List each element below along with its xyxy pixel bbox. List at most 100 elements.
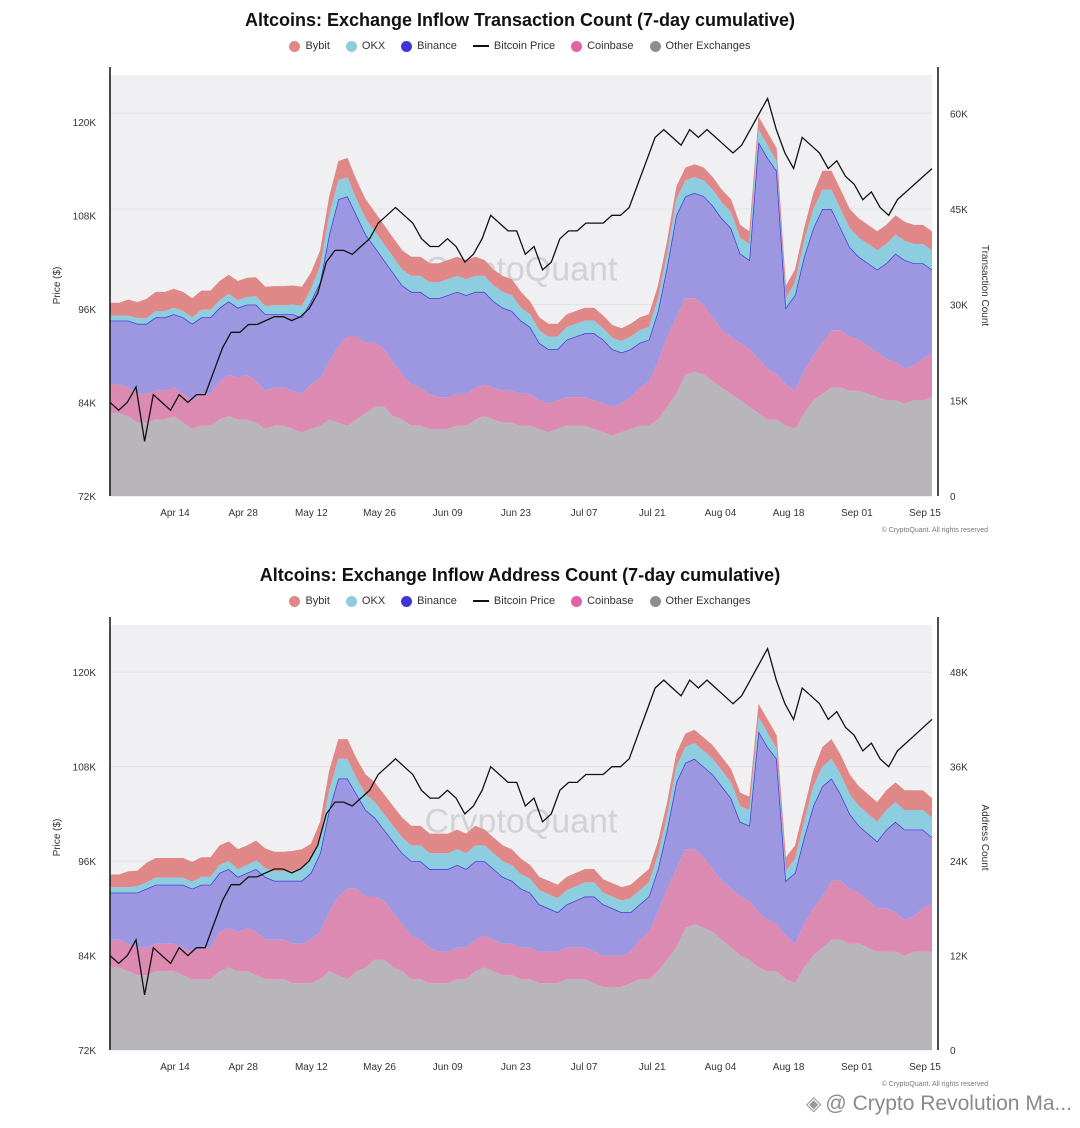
right-tick-label: 30K: [950, 301, 968, 312]
copyright-credit: © CryptoQuant. All rights reserved: [882, 526, 988, 534]
chart-panel-transaction-count: Altcoins: Exchange Inflow Transaction Co…: [0, 0, 1080, 545]
legend-label: Coinbase: [587, 40, 634, 52]
left-tick-label: 84K: [78, 952, 96, 963]
x-tick-label: Aug 18: [773, 1062, 805, 1073]
x-tick-label: Aug 04: [705, 1062, 737, 1073]
legend-item-okx[interactable]: OKX: [345, 595, 386, 607]
legend-label: OKX: [361, 40, 386, 52]
x-tick-label: Sep 15: [909, 508, 941, 519]
left-tick-label: 96K: [78, 305, 96, 316]
x-tick-label: Apr 28: [228, 1062, 258, 1073]
x-tick-label: Aug 18: [773, 508, 805, 519]
x-tick-label: Jun 09: [433, 508, 463, 519]
left-tick-label: 120K: [73, 118, 97, 129]
legend-label: Bybit: [305, 595, 330, 607]
legend-label: Other Exchanges: [665, 40, 751, 52]
right-tick-label: 48K: [950, 668, 968, 679]
x-tick-label: Jul 07: [571, 508, 598, 519]
chart-title: Altcoins: Exchange Inflow Transaction Co…: [244, 10, 796, 30]
x-tick-label: Jun 23: [501, 1062, 531, 1073]
left-tick-label: 72K: [78, 1046, 96, 1057]
area-bybit: [110, 116, 932, 341]
right-tick-label: 45K: [950, 205, 968, 216]
left-axis-title: Price ($): [52, 819, 63, 857]
x-tick-label: Jul 21: [639, 508, 666, 519]
left-tick-label: 72K: [78, 492, 96, 503]
legend-item-bybit[interactable]: Bybit: [289, 595, 330, 607]
copyright-credit: © CryptoQuant. All rights reserved: [882, 1080, 988, 1088]
legend-swatch: [571, 40, 583, 52]
legend-label: Bybit: [305, 40, 330, 52]
legend-item-bitcoin-price[interactable]: Bitcoin Price: [472, 40, 556, 52]
legend-label: OKX: [361, 595, 386, 607]
legend-swatch: [345, 40, 357, 52]
legend-label: Other Exchanges: [665, 595, 751, 607]
area-coinbase: [110, 849, 932, 987]
left-tick-label: 108K: [73, 211, 97, 222]
legend-item-okx[interactable]: OKX: [345, 40, 386, 52]
x-tick-label: Jun 09: [433, 1062, 463, 1073]
right-tick-label: 0: [950, 1046, 956, 1057]
legend-item-binance[interactable]: Binance: [401, 595, 457, 607]
line-bitcoin-price: [109, 646, 933, 996]
x-tick-label: Apr 14: [160, 1062, 190, 1073]
x-tick-label: Sep 01: [841, 1062, 873, 1073]
x-tick-label: May 26: [363, 1062, 396, 1073]
left-tick-label: 120K: [73, 668, 97, 679]
right-tick-label: 36K: [950, 763, 968, 774]
legend-swatch: [401, 40, 413, 52]
diamond-logo-icon: ◈: [806, 1093, 822, 1115]
legend-swatch: [571, 595, 583, 607]
area-okx: [110, 129, 932, 353]
legend-item-other-exchanges[interactable]: Other Exchanges: [649, 595, 751, 607]
legend-label: Binance: [417, 595, 457, 607]
chart-title: Altcoins: Exchange Inflow Address Count …: [259, 565, 781, 585]
legend-swatch: [289, 40, 301, 52]
chart-canvas: CryptoQuant72K84K96K108K120K015K30K45K60…: [52, 67, 990, 534]
legend-item-bybit[interactable]: Bybit: [289, 40, 330, 52]
right-axis-title: Address Count: [979, 804, 990, 870]
area-binance: [110, 731, 932, 956]
legend-label: Bitcoin Price: [493, 40, 556, 52]
legend-label: Binance: [417, 40, 457, 52]
left-tick-label: 84K: [78, 398, 96, 409]
legend-swatch: [472, 600, 489, 602]
legend-label: Bitcoin Price: [493, 595, 556, 607]
footer-attribution: ◈ @ Crypto Revolution Ma...: [806, 1091, 1072, 1116]
area-binance: [110, 142, 932, 407]
chart-canvas: CryptoQuant72K84K96K108K120K012K24K36K48…: [52, 617, 990, 1088]
legend-item-other-exchanges[interactable]: Other Exchanges: [649, 40, 751, 52]
left-axis-title: Price ($): [52, 267, 63, 305]
x-tick-label: Jul 21: [639, 1062, 666, 1073]
chart-legend: Bybit OKX Binance Bitcoin Price Coinbase Othe…: [0, 595, 1040, 607]
right-tick-label: 24K: [950, 857, 968, 868]
legend-swatch: [649, 595, 661, 607]
area-coinbase: [110, 298, 932, 436]
legend-swatch: [472, 45, 489, 47]
legend-swatch: [649, 40, 661, 52]
right-tick-label: 60K: [950, 109, 968, 120]
legend-swatch: [401, 595, 413, 607]
x-tick-label: May 26: [363, 508, 396, 519]
x-tick-label: Jul 07: [571, 1062, 598, 1073]
legend-item-coinbase[interactable]: Coinbase: [571, 595, 634, 607]
x-tick-label: Aug 04: [705, 508, 737, 519]
legend-item-bitcoin-price[interactable]: Bitcoin Price: [472, 595, 556, 607]
x-tick-label: May 12: [295, 1062, 328, 1073]
left-tick-label: 108K: [73, 763, 97, 774]
area-other-exchanges: [110, 924, 932, 1050]
right-axis-title: Transaction Count: [979, 245, 990, 327]
right-tick-label: 0: [950, 492, 956, 503]
legend-item-binance[interactable]: Binance: [401, 40, 457, 52]
chart-legend: Bybit OKX Binance Bitcoin Price Coinbase Othe…: [0, 40, 1040, 52]
legend-swatch: [345, 595, 357, 607]
x-tick-label: May 12: [295, 508, 328, 519]
legend-item-coinbase[interactable]: Coinbase: [571, 40, 634, 52]
legend-swatch: [289, 595, 301, 607]
line-bitcoin-price: [109, 96, 933, 442]
x-tick-label: Sep 01: [841, 508, 873, 519]
area-bybit: [110, 703, 932, 901]
left-tick-label: 96K: [78, 857, 96, 868]
x-tick-label: Apr 28: [228, 508, 258, 519]
x-tick-label: Jun 23: [501, 508, 531, 519]
